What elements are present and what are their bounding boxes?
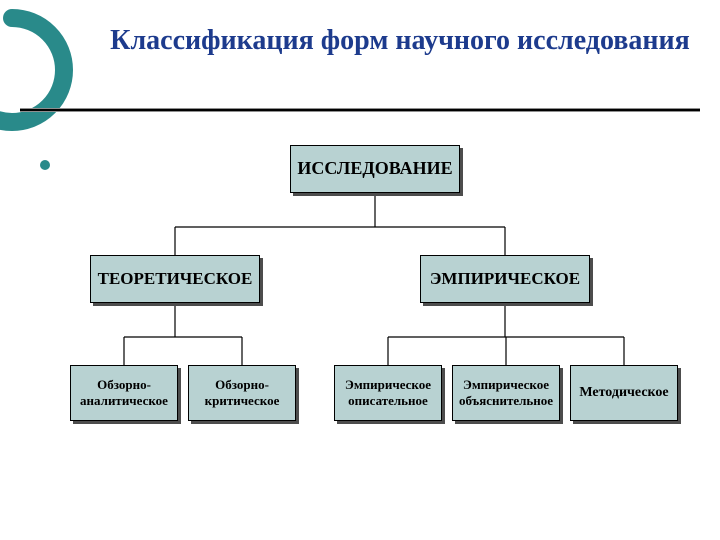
tree-node-label: Эмпирическое	[463, 377, 549, 393]
bullet-marker	[40, 160, 50, 170]
page-title: Классификация форм научного исследования	[110, 25, 690, 57]
tree-node-root: ИССЛЕДОВАНИЕ	[290, 145, 460, 193]
tree-node-label: Обзорно-	[215, 377, 269, 393]
tree-node-leaf4: Эмпирическоеобъяснительное	[452, 365, 560, 421]
tree-node-label: аналитическое	[80, 393, 168, 409]
tree-node-empirical: ЭМПИРИЧЕСКОЕ	[420, 255, 590, 303]
title-underline-inner	[20, 109, 700, 111]
tree-node-leaf2: Обзорно-критическое	[188, 365, 296, 421]
tree-node-label: Методическое	[579, 385, 668, 402]
tree-node-label: Эмпирическое	[345, 377, 431, 393]
tree-node-label: критическое	[205, 393, 280, 409]
tree-node-label: объяснительное	[459, 393, 553, 409]
tree-node-leaf5: Методическое	[570, 365, 678, 421]
tree-node-label: описательное	[348, 393, 428, 409]
tree-node-leaf3: Эмпирическоеописательное	[334, 365, 442, 421]
tree-node-label: ЭМПИРИЧЕСКОЕ	[430, 269, 580, 289]
classification-tree: ИССЛЕДОВАНИЕ ТЕОРЕТИЧЕСКОЕ ЭМПИРИЧЕСКОЕ Обз…	[70, 145, 690, 435]
tree-node-leaf1: Обзорно-аналитическое	[70, 365, 178, 421]
tree-node-label: ИССЛЕДОВАНИЕ	[297, 158, 452, 180]
decorative-ring	[0, 0, 82, 140]
tree-node-label: Обзорно-	[97, 377, 151, 393]
tree-node-theoretical: ТЕОРЕТИЧЕСКОЕ	[90, 255, 260, 303]
tree-node-label: ТЕОРЕТИЧЕСКОЕ	[98, 269, 253, 289]
